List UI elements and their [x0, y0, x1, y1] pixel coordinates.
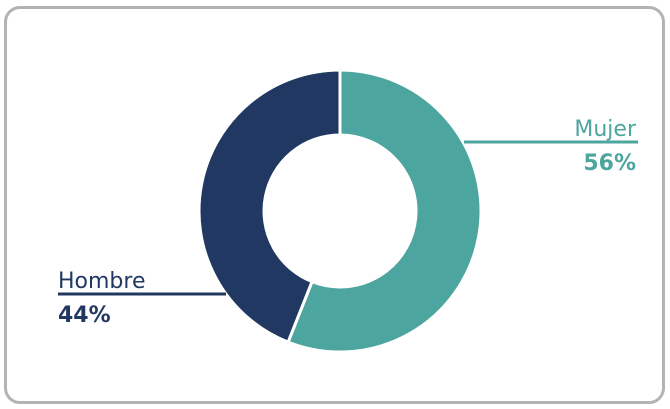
slice-value-mujer: 56%: [583, 151, 636, 176]
slice-label-mujer: Mujer: [574, 117, 637, 142]
callout-hombre: Hombre 44%: [58, 269, 226, 328]
callout-mujer: Mujer 56%: [464, 117, 638, 176]
slice-value-hombre: 44%: [58, 303, 111, 328]
donut-slices: [199, 70, 481, 352]
slice-label-hombre: Hombre: [58, 269, 146, 294]
